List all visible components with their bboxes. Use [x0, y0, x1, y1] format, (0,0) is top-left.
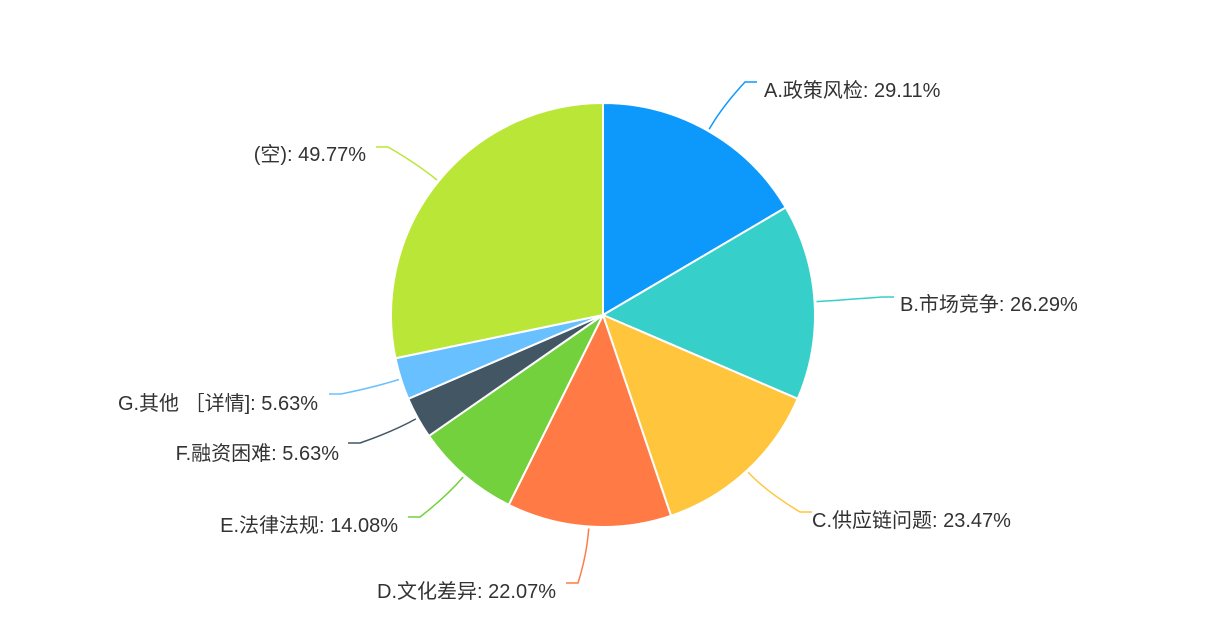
slice-label: F.融资困难: 5.63% [176, 442, 340, 465]
leader-line [348, 418, 417, 444]
labels-layer: A.政策风检: 29.11% B.市场竞争: 26.29% C.供应链问题: 23.… [118, 79, 1078, 603]
pie-slice[interactable] [602, 314, 799, 517]
leader-line [708, 81, 757, 130]
pie-slice[interactable] [602, 102, 787, 316]
slice-label: E.法律法规: 14.08% [220, 514, 398, 537]
pie-slice[interactable] [390, 102, 604, 360]
leader-line [408, 476, 464, 518]
leader-lines-layer [329, 81, 894, 584]
slice-label: (空): 49.77% [254, 143, 366, 166]
leader-line [747, 471, 812, 513]
slice-label: G.其他 ［详情]: 5.63% [118, 392, 318, 415]
slice-label: D.文化差异: 22.07% [377, 580, 556, 603]
slice-label: C.供应链问题: 23.47% [812, 509, 1011, 532]
slices-layer [390, 102, 816, 528]
pie-slice[interactable] [507, 314, 673, 528]
pie-slice[interactable] [427, 314, 604, 506]
slice-label: B.市场竞争: 26.29% [900, 293, 1078, 316]
leader-line [816, 296, 894, 303]
leader-line [376, 146, 438, 181]
slice-label: A.政策风检: 29.11% [764, 79, 941, 102]
pie-slice[interactable] [602, 206, 816, 400]
leader-line [329, 378, 400, 395]
leader-line [566, 528, 590, 584]
